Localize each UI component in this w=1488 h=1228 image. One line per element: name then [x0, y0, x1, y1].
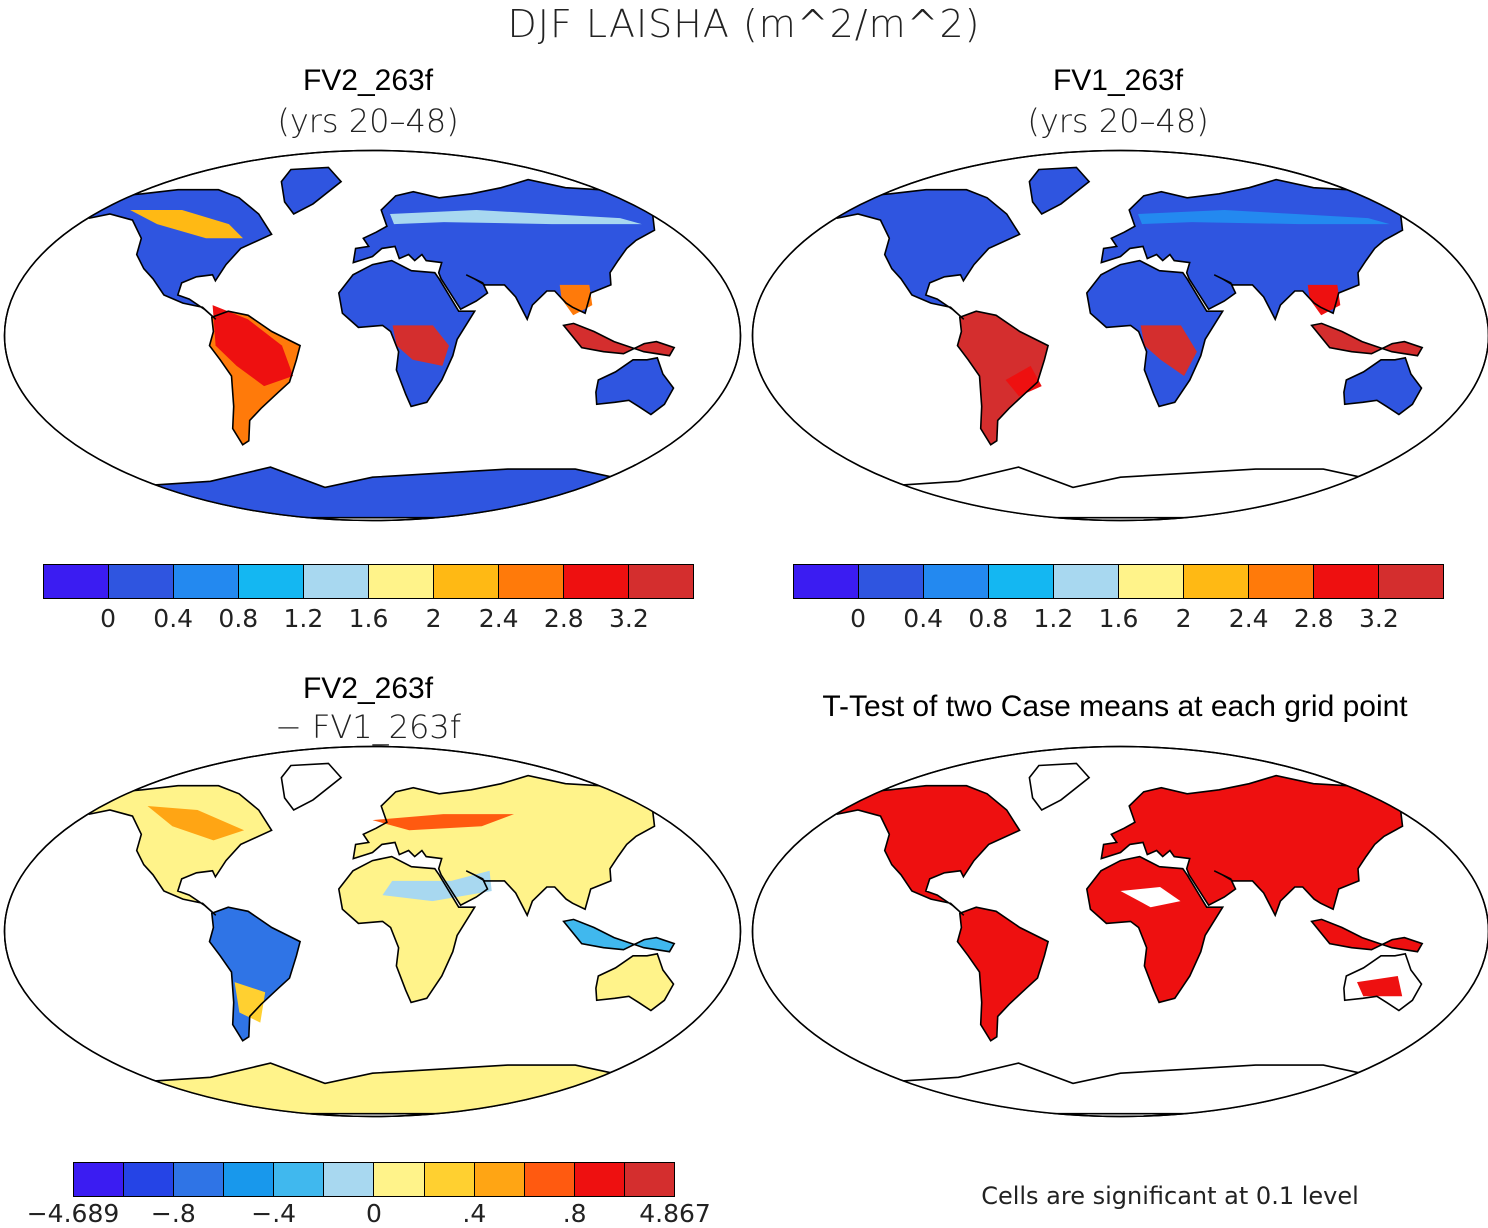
colorbar-tick-label: 3.2 [1359, 604, 1399, 633]
colorbar-cell [174, 565, 239, 598]
colorbar-cell [174, 1163, 224, 1196]
colorbar-tick-label: 0 [100, 604, 116, 633]
colorbar-panel-3 [73, 1162, 675, 1197]
colorbar-cell [575, 1163, 625, 1196]
colorbar-tick-label: 2.8 [544, 604, 584, 633]
colorbar-cell [44, 565, 109, 598]
colorbar-tick-label: 0 [850, 604, 866, 633]
colorbar-cell [475, 1163, 525, 1196]
colorbar-panel-1 [43, 564, 694, 599]
colorbar-tick-label: 3.2 [609, 604, 649, 633]
panel4-title: T-Test of two Case means at each grid po… [760, 690, 1470, 724]
colorbar-tick-label: 2 [1176, 604, 1192, 633]
colorbar-tick-label: 0.8 [968, 604, 1008, 633]
ttest-note: Cells are significant at 0.1 level [900, 1182, 1440, 1210]
colorbar-cell [1379, 565, 1443, 598]
colorbar-tick-label: 0 [366, 1199, 382, 1228]
colorbar-cell [74, 1163, 124, 1196]
panel2-title: FV1_263f [868, 64, 1368, 98]
colorbar-cell [1184, 565, 1249, 598]
colorbar-cell [304, 565, 369, 598]
colorbar-cell [1054, 565, 1119, 598]
colorbar-cell [1119, 565, 1184, 598]
colorbar-cell [434, 565, 499, 598]
colorbar-tick-label: −4.689 [27, 1199, 120, 1228]
colorbar-cell [989, 565, 1054, 598]
panel2-subtitle: (yrs 20–48) [868, 102, 1368, 140]
colorbar-tick-label: 1.2 [1034, 604, 1074, 633]
panel1-subtitle: (yrs 20–48) [118, 102, 618, 140]
colorbar-tick-label: 2.4 [479, 604, 519, 633]
colorbar-cell [564, 565, 629, 598]
colorbar-cell [124, 1163, 174, 1196]
colorbar-cell [369, 565, 434, 598]
colorbar-cell [109, 565, 174, 598]
colorbar-tick-label: .8 [563, 1199, 587, 1228]
panel3-title: FV2_263f [118, 672, 618, 706]
colorbar-tick-label: −.8 [151, 1199, 196, 1228]
colorbar-tick-label: 2 [426, 604, 442, 633]
colorbar-tick-label: 1.6 [349, 604, 389, 633]
colorbar-tick-label: 0.8 [218, 604, 258, 633]
panel3-subtitle: − FV1_263f [118, 708, 618, 746]
colorbar-cell [629, 565, 693, 598]
colorbar-panel-2 [793, 564, 1444, 599]
map-panel-1 [0, 148, 745, 523]
colorbar-cell [625, 1163, 674, 1196]
colorbar-cell [1314, 565, 1379, 598]
colorbar-tick-label: 2.4 [1229, 604, 1269, 633]
colorbar-tick-label: 2.8 [1294, 604, 1334, 633]
colorbar-cell [794, 565, 859, 598]
colorbar-tick-label: 0.4 [153, 604, 193, 633]
colorbar-cell [274, 1163, 324, 1196]
colorbar-cell [324, 1163, 374, 1196]
map-panel-2 [748, 148, 1488, 523]
map-panel-4 [748, 744, 1488, 1119]
colorbar-cell [1249, 565, 1314, 598]
map-panel-3 [0, 744, 745, 1119]
colorbar-cell [859, 565, 924, 598]
colorbar-tick-label: 1.6 [1099, 604, 1139, 633]
colorbar-tick-label: −.4 [251, 1199, 296, 1228]
colorbar-tick-label: 1.2 [284, 604, 324, 633]
colorbar-cell [525, 1163, 575, 1196]
colorbar-cell [499, 565, 564, 598]
figure-title: DJF LAISHA (m^2/m^2) [0, 2, 1488, 46]
colorbar-cell [425, 1163, 475, 1196]
colorbar-cell [239, 565, 304, 598]
colorbar-cell [924, 565, 989, 598]
colorbar-cell [374, 1163, 424, 1196]
colorbar-tick-label: 0.4 [903, 604, 943, 633]
colorbar-cell [224, 1163, 274, 1196]
colorbar-tick-label: .4 [462, 1199, 486, 1228]
colorbar-tick-label: 4.867 [639, 1199, 711, 1228]
panel1-title: FV2_263f [118, 64, 618, 98]
